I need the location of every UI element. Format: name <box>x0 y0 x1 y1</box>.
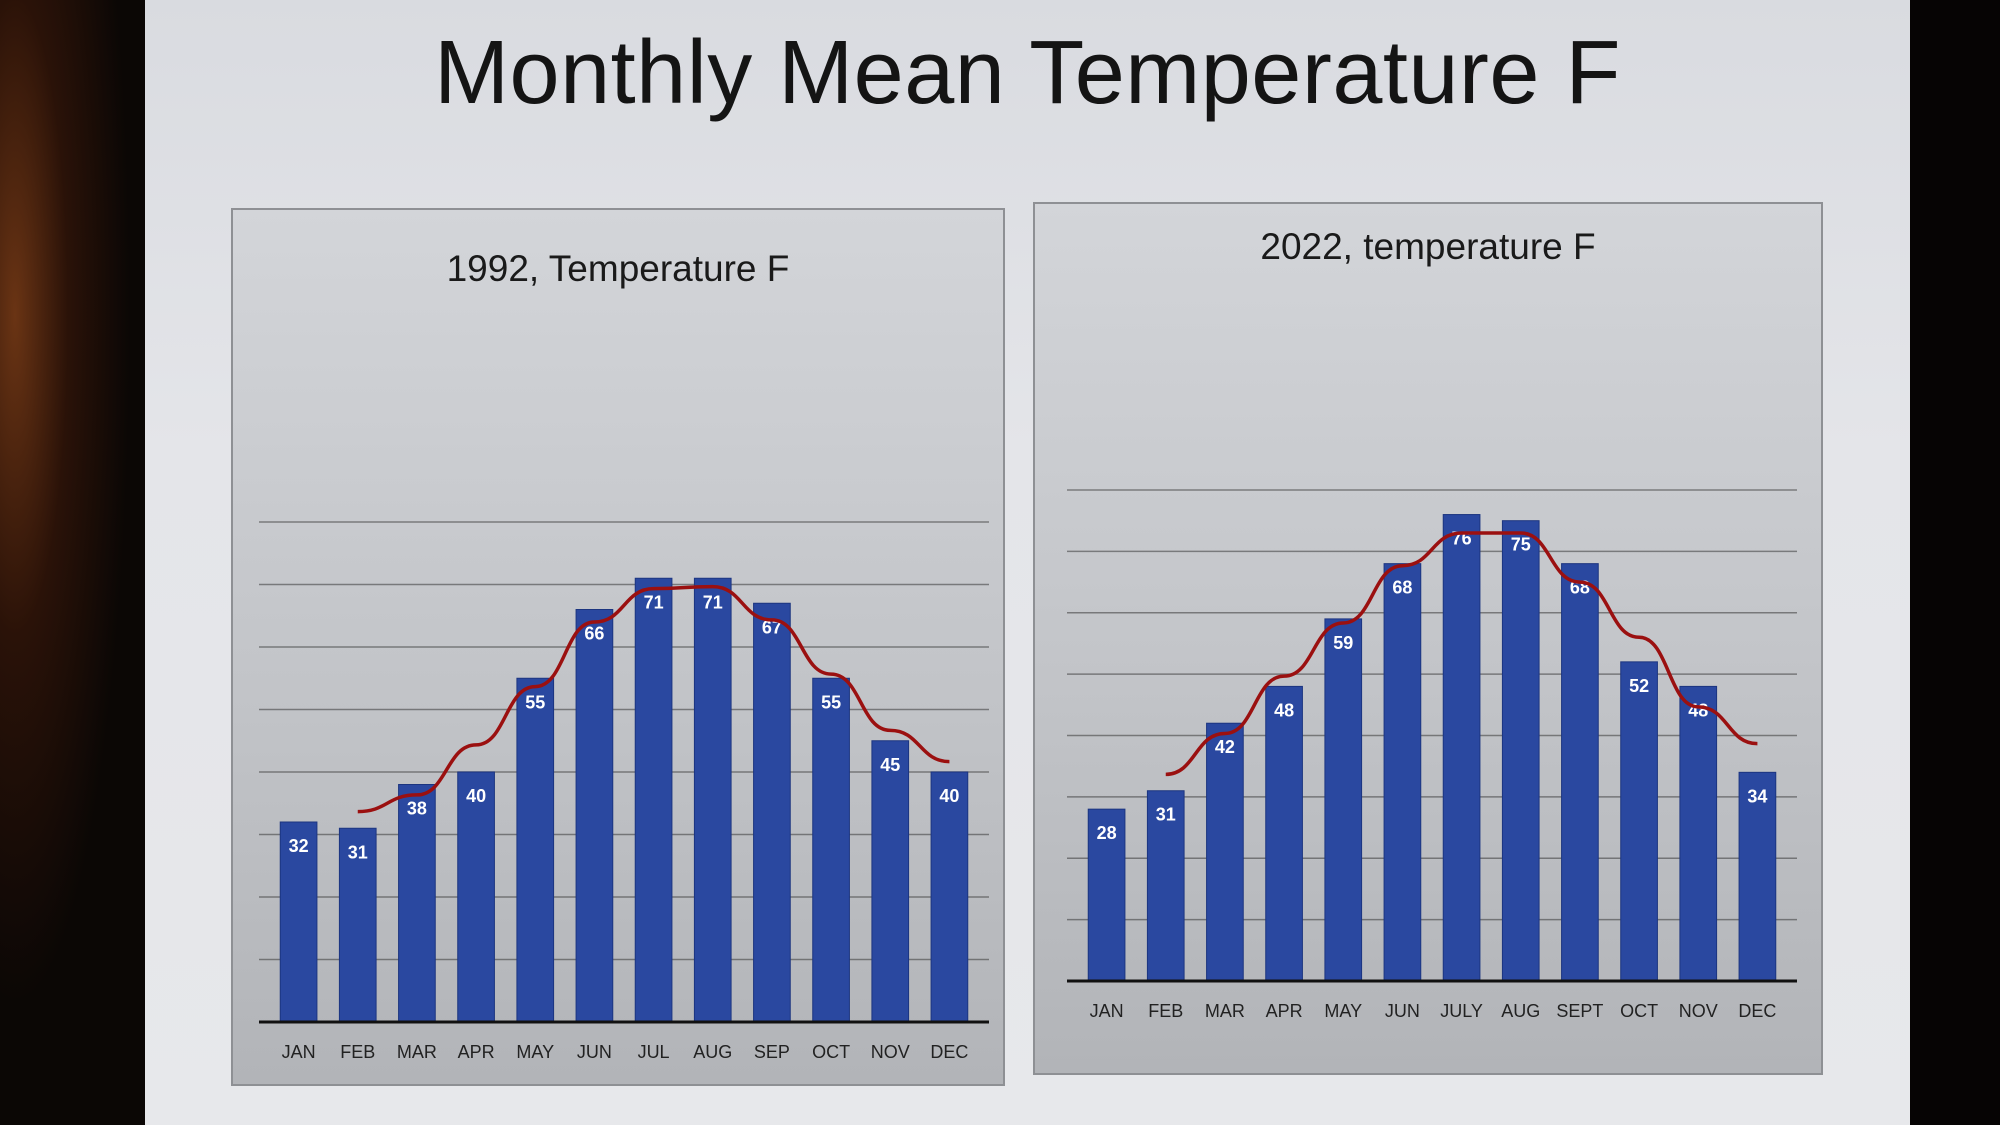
category-label: AUG <box>693 1042 732 1062</box>
bar-value-label: 45 <box>880 755 900 775</box>
bar-value-label: 71 <box>703 592 723 612</box>
bar-value-label: 75 <box>1511 535 1531 555</box>
bar-jan <box>1087 808 1126 982</box>
bar-mar <box>1206 722 1244 982</box>
bar-dec <box>930 771 969 1023</box>
chart-panel-1992: 1992, Temperature F 32 JAN 31 FEB 38 MAR 40 APR… <box>231 208 1005 1086</box>
category-label: JUN <box>1385 1001 1420 1021</box>
bar-value-label: 68 <box>1392 578 1412 598</box>
bar-value-label: 42 <box>1215 737 1235 757</box>
bar-value-label: 52 <box>1629 676 1649 696</box>
category-label: JUL <box>638 1042 670 1062</box>
bar-sept <box>1561 563 1599 982</box>
bar-value-label: 59 <box>1333 633 1353 653</box>
bar-value-label: 66 <box>584 624 604 644</box>
bar-mar <box>398 784 436 1023</box>
bar-jul <box>634 577 673 1023</box>
bar-may <box>516 677 555 1023</box>
category-label: APR <box>1266 1001 1303 1021</box>
category-label: DEC <box>930 1042 968 1062</box>
bar-nov <box>871 740 910 1023</box>
bar-value-label: 48 <box>1688 700 1708 720</box>
bar-may <box>1324 618 1363 982</box>
category-label: FEB <box>1148 1001 1183 1021</box>
category-label: NOV <box>1679 1001 1718 1021</box>
bar-value-label: 48 <box>1274 700 1294 720</box>
category-label: JUN <box>577 1042 612 1062</box>
category-label: JAN <box>1090 1001 1124 1021</box>
category-label: OCT <box>812 1042 850 1062</box>
bar-value-label: 55 <box>821 692 841 712</box>
slide-title: Monthly Mean Temperature F <box>434 23 1621 123</box>
bar-value-label: 40 <box>939 786 959 806</box>
bar-value-label: 71 <box>644 592 664 612</box>
category-label: APR <box>458 1042 495 1062</box>
chart-1992: 32 JAN 31 FEB 38 MAR 40 APR 55 MAY 66 JUN 71 JUL 71 AUG… <box>259 521 989 1062</box>
bar-aug <box>693 577 732 1023</box>
category-label: MAY <box>516 1042 554 1062</box>
bar-aug <box>1501 520 1540 982</box>
bar-oct <box>1620 661 1658 982</box>
category-label: AUG <box>1501 1001 1540 1021</box>
category-label: OCT <box>1620 1001 1658 1021</box>
bar-value-label: 38 <box>407 799 427 819</box>
chart-title-1992: 1992, Temperature F <box>446 248 790 289</box>
trend-line <box>357 584 950 814</box>
bar-oct <box>812 677 850 1023</box>
slide: Monthly Mean Temperature F 1992, Tempera… <box>145 0 1910 1125</box>
chart-panel-2022: 2022, temperature F 28 JAN 31 FEB 42 MAR 48 APR… <box>1033 202 1823 1075</box>
bar-apr <box>457 771 495 1023</box>
bar-value-label: 40 <box>466 786 486 806</box>
bar-apr <box>1265 685 1303 982</box>
bar-value-label: 32 <box>289 836 309 856</box>
category-label: NOV <box>871 1042 910 1062</box>
bar-july <box>1442 514 1481 982</box>
chart-2022: 28JAN31FEB42MAR48APR59MAY68JUN76JULY75AU… <box>1067 489 1797 1021</box>
bar-feb <box>1146 790 1185 982</box>
category-label: MAY <box>1324 1001 1362 1021</box>
trend-line <box>1165 531 1758 777</box>
bar-value-label: 31 <box>1156 805 1176 825</box>
category-label: FEB <box>340 1042 375 1062</box>
background-glow <box>0 0 150 1125</box>
bar-feb <box>338 827 377 1023</box>
bar-value-label: 34 <box>1747 786 1767 806</box>
bar-value-label: 31 <box>348 842 368 862</box>
bar-jun <box>575 609 614 1023</box>
category-label: JAN <box>282 1042 316 1062</box>
bar-jun <box>1383 563 1422 982</box>
screen-bezel <box>1910 0 2000 1125</box>
category-label: SEP <box>754 1042 790 1062</box>
category-label: JULY <box>1440 1001 1483 1021</box>
bar-nov <box>1679 685 1718 982</box>
bar-value-label: 28 <box>1097 823 1117 843</box>
bar-jan <box>279 821 318 1023</box>
category-label: MAR <box>397 1042 437 1062</box>
category-label: DEC <box>1738 1001 1776 1021</box>
bar-value-label: 55 <box>525 692 545 712</box>
category-label: SEPT <box>1556 1001 1603 1021</box>
category-label: MAR <box>1205 1001 1245 1021</box>
chart-title-2022: 2022, temperature F <box>1260 226 1596 267</box>
bar-sep <box>753 602 791 1023</box>
